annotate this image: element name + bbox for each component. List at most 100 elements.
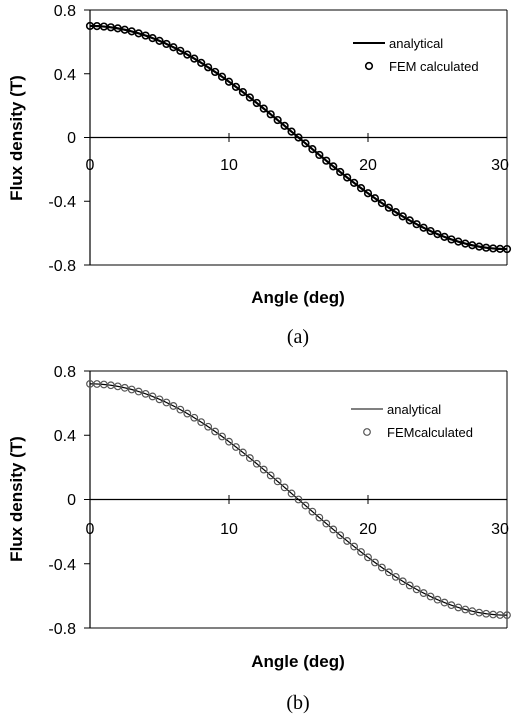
chart-a-legend: analytical FEM calculated — [353, 36, 479, 74]
chart-b-fem-point — [155, 395, 164, 404]
chart-b-fem-point — [364, 553, 372, 562]
chart-b-fem-point — [350, 542, 359, 551]
chart-a-ytick-label: -0.8 — [48, 258, 76, 275]
chart-a-fem-point — [370, 194, 380, 203]
chart-a-fem-point — [169, 43, 178, 52]
chart-b-fem-point — [315, 513, 324, 522]
chart-a-xtick-label: 20 — [359, 157, 377, 174]
chart-a-fem-point — [405, 216, 414, 225]
chart-b-fem-point — [134, 387, 143, 396]
chart-a: 0.8 0.4 0 -0.4 -0.8 0 10 20 30 analytica… — [7, 3, 512, 348]
chart-b-legend-marker-swatch — [363, 428, 371, 436]
chart-b-fem-point — [148, 392, 157, 401]
chart-a-fem-point — [231, 82, 241, 91]
chart-b-ytick-label: 0.8 — [54, 364, 76, 381]
chart-b-ytick-label: 0 — [67, 492, 76, 509]
chart-b-fem-point — [371, 558, 379, 567]
chart-a-fem-point — [287, 127, 296, 136]
chart-b-fem-point — [426, 592, 435, 601]
chart-b-ytick-label: 0.4 — [54, 428, 76, 445]
chart-b-series — [86, 379, 511, 620]
chart-a-ytick-label: -0.4 — [48, 194, 76, 211]
chart-a-fem-point — [426, 226, 435, 236]
chart-a-xlabel: Angle (deg) — [251, 288, 345, 307]
chart-b-fem-point — [336, 531, 345, 540]
chart-b-ytick-label: -0.4 — [48, 557, 76, 574]
chart-b-fem-point — [329, 525, 338, 534]
chart-b-xtick-label: 30 — [491, 521, 509, 538]
chart-b-fem-point — [287, 489, 296, 498]
chart-b-fem-point — [273, 477, 282, 486]
chart-a-fem-point — [183, 50, 192, 59]
chart-a-fem-point — [502, 244, 512, 254]
chart-a-fem-point — [447, 235, 456, 244]
chart-a-fem-point — [433, 230, 442, 239]
chart-a-fem-point — [273, 115, 282, 125]
chart-a-legend-label-analytical: analytical — [389, 36, 443, 51]
chart-b-fem-point — [384, 568, 393, 577]
chart-b-fem-point — [113, 382, 122, 391]
chart-a-fem-point — [211, 67, 220, 77]
chart-a-ytick-label: 0 — [67, 130, 76, 147]
chart-a-fem-point — [301, 139, 310, 148]
chart-a-xtick-label: 30 — [491, 157, 509, 174]
chart-b-fem-point — [266, 471, 275, 480]
chart-a-fem-point — [266, 110, 275, 119]
chart-b-fem-point — [280, 483, 289, 492]
chart-a-fem-point — [245, 93, 254, 102]
chart-a-fem-point — [356, 184, 366, 193]
chart-a-fem-point — [398, 212, 407, 221]
chart-a-ylabel: Flux density (T) — [7, 75, 26, 201]
chart-a-ytick-label: 0.8 — [54, 3, 76, 20]
chart-b-analytical-line — [89, 383, 508, 616]
chart-a-legend-marker-swatch — [364, 61, 374, 71]
chart-a-fem-point — [238, 88, 247, 97]
chart-b-fem-point — [238, 448, 247, 457]
chart-b-fem-point — [343, 537, 352, 545]
chart-b-xlabel: Angle (deg) — [251, 652, 345, 671]
chart-b-fem-point — [419, 589, 428, 597]
chart-b-fem-point — [183, 409, 192, 418]
chart-b-xtick-label: 10 — [220, 521, 238, 538]
chart-b-fem-point — [141, 389, 150, 398]
chart-a-fem-point — [391, 208, 400, 217]
chart-a-series — [85, 21, 512, 254]
chart-b-fem-point — [398, 577, 407, 586]
chart-a-fem-point — [440, 232, 449, 241]
chart-a-legend-label-fem: FEM calculated — [389, 59, 479, 74]
chart-a-fem-point — [197, 58, 206, 67]
chart-a-fem-point — [141, 31, 150, 40]
chart-a-fem-point — [329, 162, 338, 171]
chart-a-xtick-label: 10 — [220, 157, 238, 174]
chart-b-fem-point — [259, 465, 268, 474]
chart-a-fem-point — [134, 29, 143, 38]
chart-a-fem-point — [412, 220, 421, 229]
chart-b-fem-point — [197, 418, 206, 427]
chart-b: 0.8 0.4 0 -0.4 -0.8 0 10 20 30 analytica… — [7, 364, 511, 714]
chart-b-fem-point — [120, 383, 129, 392]
chart-b-fem-point — [391, 572, 400, 581]
chart-a-fem-point — [308, 145, 317, 154]
chart-a-fem-point — [252, 98, 261, 108]
chart-a-fem-point — [315, 150, 324, 160]
chart-b-fem-point — [232, 443, 240, 451]
chart-b-fem-point — [169, 402, 178, 410]
chart-a-fem-point — [350, 178, 359, 187]
chart-b-ylabel: Flux density (T) — [7, 436, 26, 562]
chart-a-fem-point — [384, 203, 393, 212]
chart-b-xtick-label: 20 — [359, 521, 377, 538]
chart-a-fem-point — [377, 198, 387, 208]
chart-a-analytical-line — [90, 24, 507, 251]
chart-b-fem-point — [454, 603, 463, 612]
chart-a-fem-point — [204, 63, 213, 72]
chart-a-fem-point — [280, 121, 289, 130]
chart-b-legend-label-analytical: analytical — [387, 402, 441, 417]
chart-b-fem-point — [412, 585, 421, 594]
chart-b-fem-point — [503, 611, 511, 620]
chart-b-fem-point — [127, 385, 136, 394]
chart-b-fem-point — [301, 501, 310, 510]
chart-b-fem-point — [308, 507, 317, 516]
chart-a-fem-point — [224, 77, 234, 86]
chart-a-fem-point — [336, 167, 345, 177]
